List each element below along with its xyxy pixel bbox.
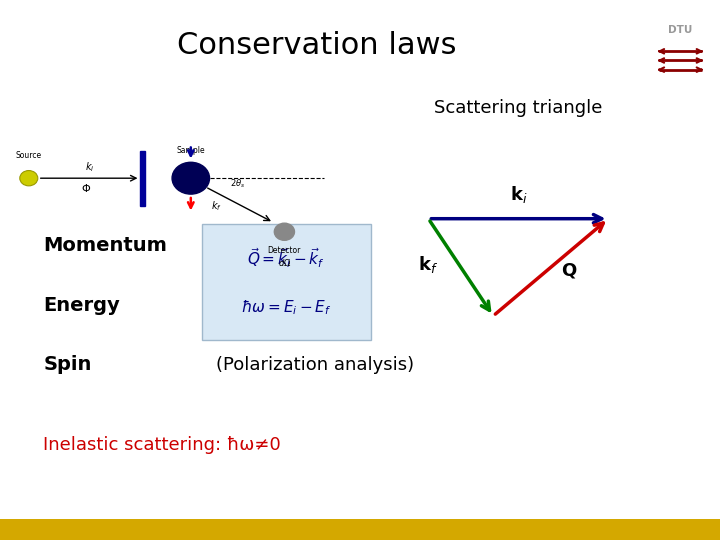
Text: DTU: DTU [668,25,693,35]
Bar [0,519,720,540]
Text: $2\theta_s$: $2\theta_s$ [230,178,246,190]
Text: $\mathbf{Q}$: $\mathbf{Q}$ [561,260,577,280]
Text: Source: Source [16,151,42,160]
Text: Energy: Energy [43,295,120,315]
Text: (Polarization analysis): (Polarization analysis) [216,355,414,374]
FancyBboxPatch shape [202,224,371,340]
Text: Conservation laws: Conservation laws [177,31,456,60]
Text: $k_f$: $k_f$ [210,199,222,213]
Text: Sample: Sample [176,146,205,156]
Text: $\hbar\omega = E_i - E_f$: $\hbar\omega = E_i - E_f$ [241,298,331,317]
Circle shape [172,163,210,194]
Text: Inelastic scattering: ħω≠0: Inelastic scattering: ħω≠0 [43,436,281,455]
Text: Momentum: Momentum [43,236,167,255]
Text: $\mathbf{k}_i$: $\mathbf{k}_i$ [510,184,527,205]
Text: $\mathbf{k}_f$: $\mathbf{k}_f$ [418,254,438,275]
Circle shape [19,171,37,186]
Bar [140,151,145,206]
Text: Detector: Detector [268,246,301,255]
Text: $\vec{Q} = \vec{k}_i - \vec{k}_f$: $\vec{Q} = \vec{k}_i - \vec{k}_f$ [247,246,325,269]
Text: $\Phi$: $\Phi$ [81,182,91,194]
Text: $k_i$: $k_i$ [85,160,95,174]
Text: Spin: Spin [43,355,91,374]
Text: $d\Omega$: $d\Omega$ [278,257,291,268]
Text: Scattering triangle: Scattering triangle [434,99,603,117]
Circle shape [274,223,294,240]
